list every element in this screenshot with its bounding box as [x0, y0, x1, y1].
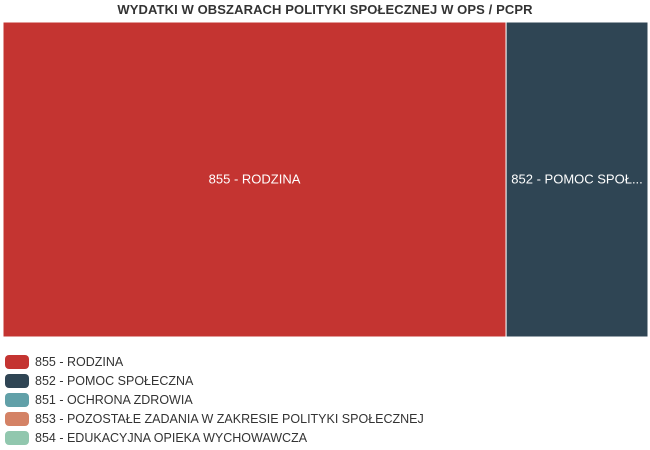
legend-swatch — [5, 430, 29, 445]
legend-label: 851 - OCHRONA ZDROWIA — [35, 392, 193, 407]
treemap-cell-label: 855 - RODZINA — [209, 172, 301, 187]
legend-swatch — [5, 411, 29, 426]
treemap-cell[interactable] — [505, 22, 648, 337]
legend-label: 852 - POMOC SPOŁECZNA — [35, 373, 194, 388]
legend-swatch — [5, 392, 29, 407]
legend-item[interactable]: 851 - OCHRONA ZDROWIA — [5, 390, 645, 409]
legend-item[interactable]: 853 - POZOSTAŁE ZADANIA W ZAKRESIE POLIT… — [5, 409, 645, 428]
treemap-cell-label: 852 - POMOC SPOŁ... — [511, 172, 643, 187]
legend-label: 854 - EDUKACYJNA OPIEKA WYCHOWAWCZA — [35, 430, 308, 445]
chart-title: WYDATKI W OBSZARACH POLITYKI SPOŁECZNEJ … — [117, 2, 533, 17]
legend-label: 855 - RODZINA — [35, 354, 124, 369]
legend: 855 - RODZINA 852 - POMOC SPOŁECZNA 851 - … — [5, 352, 645, 447]
legend-swatch — [5, 354, 29, 369]
legend-item[interactable]: 855 - RODZINA — [5, 352, 645, 371]
legend-item[interactable]: 852 - POMOC SPOŁECZNA — [5, 371, 645, 390]
legend-label: 853 - POZOSTAŁE ZADANIA W ZAKRESIE POLIT… — [35, 411, 424, 426]
legend-swatch — [5, 373, 29, 388]
treemap-chart: 855 - RODZINA 852 - POMOC SPOŁ... — [3, 22, 648, 337]
treemap-cell[interactable] — [3, 22, 507, 337]
legend-item[interactable]: 854 - EDUKACYJNA OPIEKA WYCHOWAWCZA — [5, 428, 645, 447]
